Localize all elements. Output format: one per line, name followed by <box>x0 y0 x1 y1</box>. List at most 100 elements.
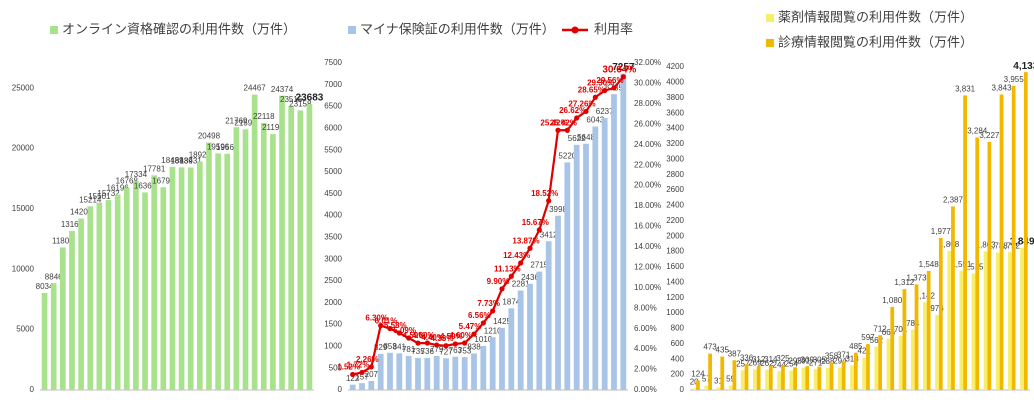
data-label: 735 <box>411 347 425 356</box>
rate-label: 27.26% <box>568 100 595 109</box>
bar <box>805 366 810 390</box>
rate-point <box>434 342 440 348</box>
y2-tick-label: 28.00% <box>634 99 661 108</box>
data-label: 8034 <box>36 282 54 291</box>
data-label: 15732 <box>97 189 120 198</box>
y-tick-label: 2200 <box>666 216 684 225</box>
data-label: 21195 <box>262 123 284 132</box>
y2-tick-label: 32.00% <box>634 58 661 67</box>
bar <box>620 73 627 391</box>
bar <box>935 314 939 390</box>
data-label: 20498 <box>198 132 221 141</box>
data-label: 1425 <box>493 317 511 326</box>
y2-tick-label: 18.00% <box>634 201 661 210</box>
bar <box>995 252 1000 390</box>
bar <box>1008 252 1012 390</box>
y-tick-label: 5000 <box>324 167 342 176</box>
data-label: 5648 <box>577 133 595 142</box>
data-label: 15501 <box>88 192 111 201</box>
bar <box>938 237 943 390</box>
y-tick-label: 3500 <box>324 233 342 242</box>
rate-label: 25.42% <box>550 118 577 127</box>
y-tick-label: 2600 <box>666 185 684 194</box>
data-label: 753 <box>458 346 472 355</box>
bar <box>951 206 955 390</box>
data-label: 5220 <box>558 152 576 161</box>
rate-label: 5.47% <box>459 322 482 331</box>
bar <box>233 127 240 390</box>
data-label: 17334 <box>125 170 148 179</box>
y-tick-label: 2400 <box>666 201 684 210</box>
data-label: 3998 <box>549 205 567 214</box>
bar <box>829 362 834 390</box>
bar <box>611 94 617 390</box>
data-label: 325 <box>776 354 790 363</box>
rate-point <box>480 320 486 326</box>
y-tick-label: 15000 <box>12 204 35 213</box>
bar <box>536 271 543 390</box>
data-label: 15214 <box>79 195 102 204</box>
bar <box>489 337 496 390</box>
y2-tick-label: 26.00% <box>634 119 661 128</box>
data-label: 435 <box>716 346 730 355</box>
data-label: 31 <box>714 377 723 386</box>
bar <box>975 137 980 390</box>
data-label: 305 <box>813 356 827 365</box>
rate-point <box>471 331 477 337</box>
data-label: 6237 <box>596 107 614 116</box>
rate-point <box>424 340 430 346</box>
bar <box>133 180 139 390</box>
data-label: 779 <box>430 345 444 354</box>
data-label: 314 <box>764 355 778 364</box>
rate-label: 11.13% <box>494 264 521 273</box>
rate-label: 9.90% <box>487 277 510 286</box>
data-label: 291 <box>797 357 811 366</box>
legend-label: マイナ保険証の利用件数（万件） <box>360 21 555 36</box>
y-tick-label: 4000 <box>324 211 342 220</box>
data-label: 976 <box>930 304 944 313</box>
data-label: 2281 <box>512 280 530 289</box>
rate-label: 7.73% <box>477 299 500 308</box>
data-label: 701 <box>894 325 908 334</box>
rate-label: 4.40% <box>421 333 444 342</box>
data-label: 3412 <box>540 230 558 239</box>
bar <box>123 187 130 390</box>
bar <box>555 215 561 390</box>
data-label: 784 <box>906 319 920 328</box>
bar <box>270 134 276 390</box>
rate-point <box>583 108 589 115</box>
legend-label: オンライン資格確認の利用件数（万件） <box>62 21 296 36</box>
bar <box>306 104 313 390</box>
bar <box>480 345 487 390</box>
bar <box>793 367 797 390</box>
rate-label: 4.50% <box>440 332 463 341</box>
bar <box>564 162 571 390</box>
y-tick-label: 3600 <box>666 108 684 117</box>
y-tick-label: 1600 <box>666 262 684 271</box>
data-label: 23515 <box>280 95 303 104</box>
rate-point <box>378 323 384 329</box>
bar <box>947 250 952 390</box>
rate-point <box>443 343 449 349</box>
rate-label: 4.33% <box>431 334 454 343</box>
bar <box>368 380 375 390</box>
bar <box>753 369 757 390</box>
y-tick-label: 2000 <box>666 231 684 240</box>
rate-label: 6.01% <box>375 317 398 326</box>
bar <box>963 95 967 390</box>
data-label: 1,977 <box>931 227 952 236</box>
bar <box>471 353 477 390</box>
bar <box>573 144 580 390</box>
y2-tick-label: 2.00% <box>634 365 657 374</box>
data-label: 3,227 <box>979 131 1000 140</box>
bar <box>732 360 737 390</box>
data-label: 262 <box>760 359 774 368</box>
bar <box>151 175 157 390</box>
bar <box>1020 247 1024 390</box>
bar <box>105 200 112 390</box>
data-label: 16768 <box>116 177 139 186</box>
data-label: 2715 <box>530 261 548 270</box>
data-label: 7257 <box>612 62 635 73</box>
y-tick-label: 0 <box>338 385 343 394</box>
rate-point <box>387 325 393 332</box>
